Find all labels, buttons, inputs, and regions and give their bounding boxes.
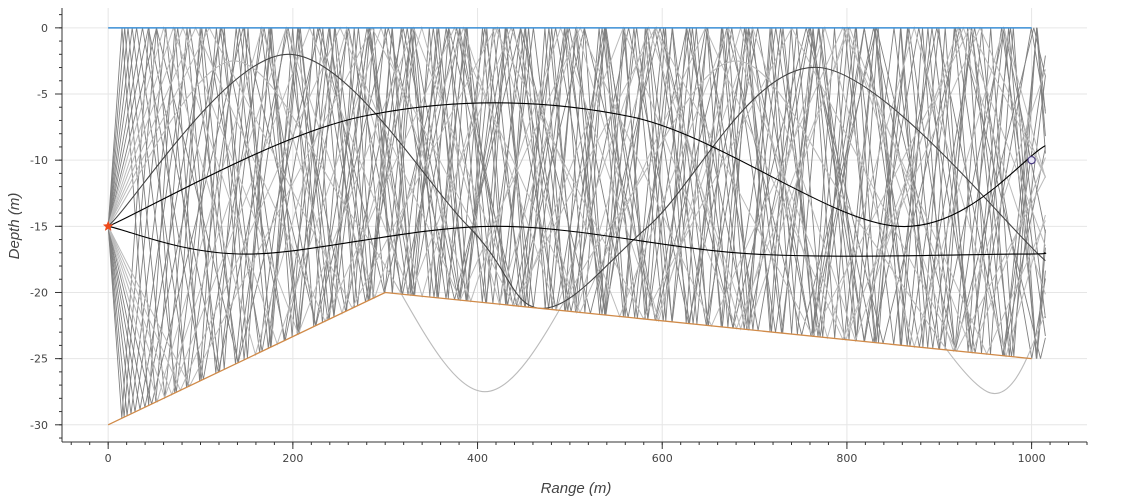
refracted-ray <box>107 102 1046 227</box>
bounce-rays <box>107 25 1046 419</box>
receiver-marker <box>1027 155 1036 165</box>
x-tick-label: 200 <box>282 452 303 465</box>
x-tick-label: 1000 <box>1018 452 1046 465</box>
x-tick-label: 400 <box>467 452 488 465</box>
x-tick-label: 600 <box>652 452 673 465</box>
bounce-ray <box>107 26 1046 388</box>
bounce-ray <box>107 27 1046 380</box>
bounce-ray <box>107 26 1046 396</box>
y-tick-label: -5 <box>37 88 48 101</box>
data-layer <box>102 25 1047 426</box>
refracted-ray <box>107 60 1046 395</box>
refracted-ray <box>108 225 1047 257</box>
boundaries <box>107 27 1032 426</box>
bounce-ray <box>107 26 1046 353</box>
y-tick-label: -25 <box>30 353 48 366</box>
axes: 0 200 400 600 800 1000 0 -5 -10 -15 -20 -25 -30 <box>30 8 1088 465</box>
x-axis-title: Range (m) <box>541 480 612 497</box>
x-tick-label: 0 <box>105 452 112 465</box>
bounce-ray <box>107 26 1046 354</box>
bathymetry-line <box>107 291 1032 426</box>
y-tick-label: -20 <box>30 286 48 299</box>
x-tick-label: 800 <box>836 452 857 465</box>
markers <box>102 155 1036 231</box>
y-tick-label: -30 <box>30 419 48 432</box>
y-axis-title: Depth (m) <box>6 193 23 260</box>
y-tick-label: -15 <box>30 220 48 233</box>
refracted-rays <box>107 53 1047 395</box>
y-tick-label: 0 <box>41 22 48 35</box>
source-marker <box>102 220 114 231</box>
y-tick-label: -10 <box>30 154 48 167</box>
